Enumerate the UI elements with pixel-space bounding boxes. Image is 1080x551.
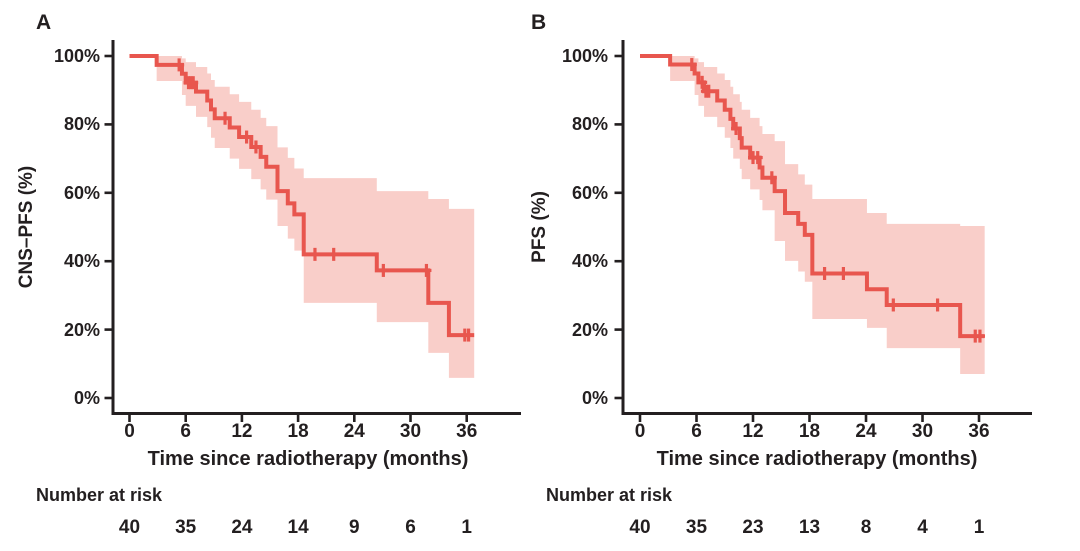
panel-a-x-tick-label: 12 [231, 421, 253, 442]
panel-a-x-tick-label: 0 [124, 421, 135, 442]
panel-b-confidence-band [670, 56, 985, 375]
panel-b-x-tick-label: 6 [691, 421, 702, 442]
panel-a-risk-count: 40 [118, 517, 141, 538]
panel-a-confidence-band [156, 56, 475, 378]
panel-b-y-tick-label: 60% [571, 182, 608, 203]
panel-a-x-tick-label: 30 [399, 421, 422, 442]
panel-a-y-tick-label: 60% [63, 182, 100, 203]
panel-a-x-tick-label: 36 [456, 421, 478, 442]
panel-a-risk-table-label: Number at risk [36, 485, 163, 505]
panel-b-risk-count: 40 [629, 517, 651, 538]
panel-b-risk-count: 13 [798, 517, 821, 538]
panel-a-y-tick-label: 0% [73, 388, 100, 408]
panel-b-y-tick-label: 40% [571, 251, 608, 272]
panel-a-risk-count: 35 [175, 517, 197, 538]
panel-b-y-axis-title: PFS (%) [529, 191, 551, 263]
panel-a-risk-count: 1 [461, 517, 472, 538]
panel-a-y-axis-title: CNS–PFS (%) [16, 165, 38, 289]
panel-a-x-tick-label: 6 [180, 421, 191, 442]
panel-b-y-tick-label: 80% [571, 114, 608, 135]
panel-a-x-tick-label: 24 [343, 421, 365, 442]
panel-b-x-tick-label: 24 [855, 421, 877, 442]
panel-a-x-axis-title: Time since radiotherapy (months) [147, 448, 469, 470]
panel-b-x-axis-title: Time since radiotherapy (months) [656, 448, 978, 470]
panel-b-risk-count: 8 [860, 517, 872, 538]
panel-a-risk-count: 6 [405, 517, 416, 538]
panel-b-y-tick-label: 100% [561, 46, 608, 66]
panel-b-y-tick-label: 20% [571, 319, 608, 340]
panel-a-label: A [36, 11, 52, 34]
panel-b-risk-table-label: Number at risk [546, 485, 673, 505]
panel-b-risk-count: 4 [917, 517, 928, 538]
panel-b-risk-count: 23 [742, 517, 764, 538]
panel-b-label: B [531, 11, 547, 34]
panel-b-x-tick-label: 12 [742, 421, 764, 442]
panel-b-risk-count: 35 [685, 517, 708, 538]
panel-a-y-tick-label: 80% [63, 114, 100, 135]
panel-b-x-tick-label: 0 [634, 421, 646, 442]
panel-b-y-tick-label: 0% [581, 388, 608, 408]
panel-b-risk-count: 1 [973, 517, 985, 538]
panel-a-x-tick-label: 18 [287, 421, 309, 442]
panel-b-x-tick-label: 30 [911, 421, 934, 442]
panel-a-y-tick-label: 100% [53, 46, 100, 66]
panel-a-risk-count: 14 [287, 517, 309, 538]
panel-a-y-tick-label: 40% [63, 251, 100, 272]
panel-a-y-tick-label: 20% [63, 319, 100, 340]
panel-a-risk-count: 24 [231, 517, 253, 538]
panel-b-x-tick-label: 36 [968, 421, 990, 442]
panel-a-risk-count: 9 [349, 517, 360, 538]
panel-b-x-tick-label: 18 [798, 421, 821, 442]
